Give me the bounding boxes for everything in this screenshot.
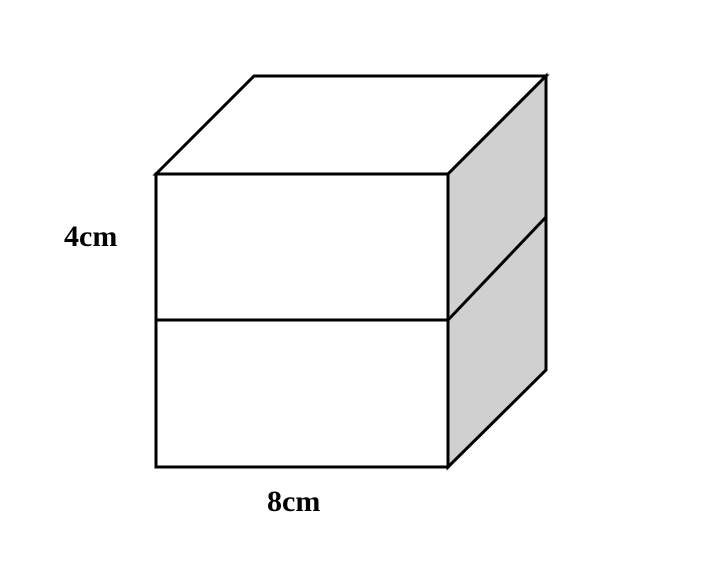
width-label: 8cm	[267, 485, 320, 518]
height-label: 4cm	[64, 220, 117, 253]
side-divider-line	[446, 215, 548, 322]
